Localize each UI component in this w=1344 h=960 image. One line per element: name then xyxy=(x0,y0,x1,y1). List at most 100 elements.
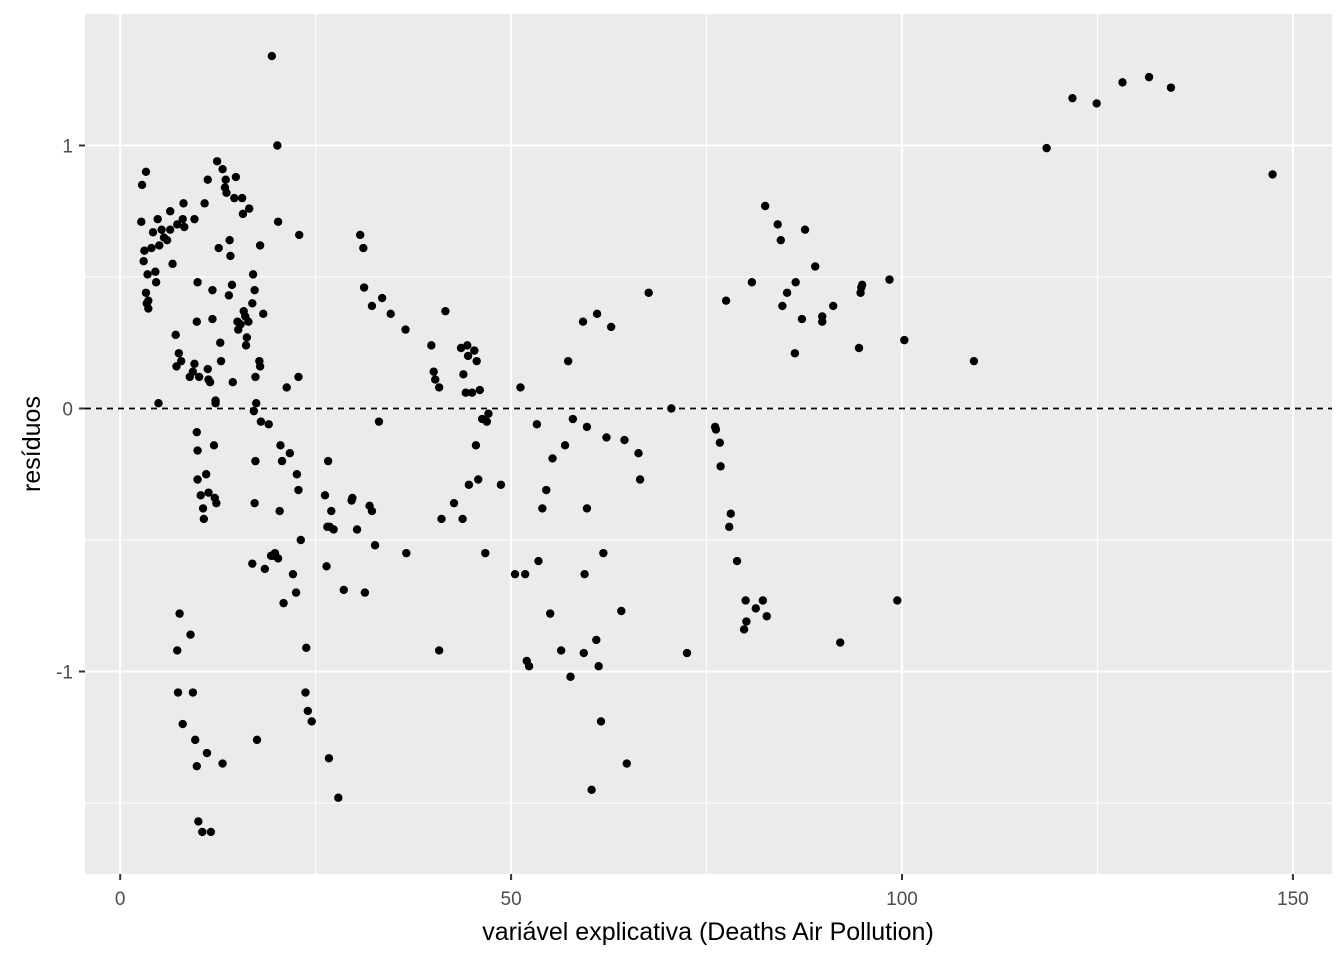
data-point xyxy=(716,462,725,471)
data-point xyxy=(370,541,380,550)
data-point xyxy=(174,349,184,358)
data-point xyxy=(198,827,207,837)
data-point xyxy=(791,278,800,287)
data-point xyxy=(587,785,596,795)
data-point xyxy=(545,609,555,618)
data-point xyxy=(617,606,626,616)
data-point xyxy=(190,359,199,368)
data-point xyxy=(192,427,201,437)
data-point xyxy=(401,325,410,334)
data-point xyxy=(747,278,757,287)
data-point xyxy=(173,220,182,229)
data-point xyxy=(226,251,235,261)
data-point xyxy=(180,222,189,232)
data-point xyxy=(1144,72,1154,82)
data-point xyxy=(352,525,362,534)
data-point xyxy=(1118,78,1127,87)
data-point xyxy=(776,235,786,245)
data-point xyxy=(273,141,282,150)
data-point xyxy=(203,364,212,374)
data-point xyxy=(1042,143,1051,153)
data-point xyxy=(188,367,198,376)
data-point xyxy=(288,569,298,579)
data-point xyxy=(592,309,602,319)
data-point xyxy=(857,280,867,290)
data-point xyxy=(578,317,588,326)
data-point xyxy=(200,199,209,208)
data-point xyxy=(377,293,387,303)
data-point xyxy=(241,341,251,350)
data-point xyxy=(230,193,239,203)
data-point xyxy=(739,625,749,634)
data-point xyxy=(542,485,551,495)
data-point xyxy=(168,259,177,269)
data-point xyxy=(192,761,201,771)
x-axis-title: variável explicativa (Deaths Air Polluti… xyxy=(482,918,934,946)
data-point xyxy=(154,399,163,408)
data-point xyxy=(322,562,331,571)
data-point xyxy=(141,288,151,297)
data-point xyxy=(252,399,261,408)
data-point xyxy=(463,351,473,361)
data-point xyxy=(193,446,202,455)
data-point xyxy=(711,425,721,434)
data-point xyxy=(173,646,182,655)
data-point xyxy=(475,385,485,395)
data-point xyxy=(194,817,203,826)
data-point xyxy=(307,717,316,726)
data-point xyxy=(267,51,277,61)
data-point xyxy=(496,480,506,489)
data-point xyxy=(147,243,156,253)
data-point xyxy=(148,228,158,237)
data-point xyxy=(1068,93,1077,103)
data-point xyxy=(532,420,542,429)
y-axis: -1 0 1 xyxy=(56,136,85,683)
data-point xyxy=(201,470,211,479)
data-point xyxy=(275,506,284,516)
data-point xyxy=(510,569,520,579)
data-point xyxy=(386,309,395,319)
data-point xyxy=(212,157,222,166)
data-point xyxy=(778,301,787,311)
data-point xyxy=(811,262,820,271)
data-point xyxy=(566,672,575,681)
data-point xyxy=(474,475,483,484)
y-axis-title: resíduos xyxy=(18,396,46,492)
data-point xyxy=(218,759,227,768)
data-point xyxy=(620,435,629,445)
data-point xyxy=(481,548,490,558)
data-point xyxy=(191,735,200,745)
data-point xyxy=(324,754,334,763)
x-axis: 0 50 100 150 xyxy=(115,874,1309,910)
data-point xyxy=(260,564,270,574)
data-point xyxy=(166,207,175,216)
data-point xyxy=(782,288,792,297)
data-point xyxy=(137,180,147,190)
data-point xyxy=(279,598,288,608)
data-point xyxy=(179,199,188,208)
y-tick-label: 1 xyxy=(62,136,73,157)
data-point xyxy=(190,214,199,224)
data-point xyxy=(1166,83,1176,92)
data-point xyxy=(196,491,205,500)
data-point xyxy=(242,333,252,342)
data-point xyxy=(829,301,838,311)
data-point xyxy=(427,341,436,350)
data-point xyxy=(139,257,148,266)
data-point xyxy=(296,535,305,545)
data-point xyxy=(458,514,467,524)
data-point xyxy=(538,504,547,513)
data-point xyxy=(773,220,782,229)
data-point xyxy=(285,449,295,458)
data-point xyxy=(188,688,198,697)
data-point xyxy=(582,422,592,432)
x-tick-label: 100 xyxy=(886,889,918,910)
data-point xyxy=(303,706,313,716)
data-point xyxy=(273,554,283,563)
data-point xyxy=(208,314,217,324)
data-point xyxy=(885,275,894,284)
data-point xyxy=(206,827,216,837)
data-point xyxy=(449,498,459,508)
data-point xyxy=(582,504,592,513)
data-point xyxy=(225,235,234,245)
